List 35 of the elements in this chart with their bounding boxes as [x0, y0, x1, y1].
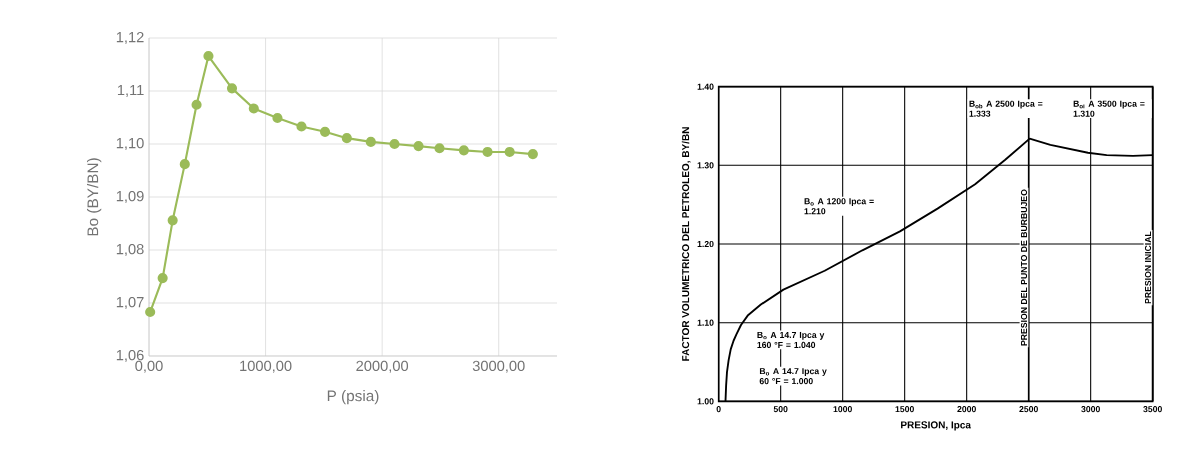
ref-line-label: PRESION INICIAL: [1144, 231, 1152, 304]
y-tick-label: 1,10: [116, 137, 144, 151]
x-tick-label: 3000: [1081, 406, 1100, 413]
annotation: B$_{o}$ A 14.7 Ipca y 60 °F = 1.000: [759, 368, 827, 385]
x-tick-label: 3500: [1143, 406, 1162, 413]
y-tick-label: 1.20: [697, 240, 714, 248]
x-tick-label: 0,00: [135, 360, 163, 373]
x-tick-label: 2500: [1019, 406, 1038, 413]
x-tick-label: 500: [773, 406, 788, 413]
annotation: B$_{o}$ A 14.7 Ipca y 160 °F = 1.040: [757, 331, 825, 348]
y-tick-label: 1,09: [116, 190, 144, 204]
y-tick-label: 1,07: [116, 296, 144, 310]
y-tick-label: 1.10: [697, 319, 714, 326]
x-tick-label: 1000,00: [240, 360, 292, 373]
y-tick-label: 1,11: [117, 85, 144, 97]
y-tick-label: 1.00: [697, 398, 714, 405]
y-tick-label: 1.40: [697, 83, 714, 90]
annotation: B$_{ob}$ A 2500 Ipca = 1.333: [969, 100, 1043, 117]
y-axis-title: FACTOR VOLUMETRICO DEL PETROLEO, BY/BN: [681, 127, 691, 361]
ref-line-label: PRESION DEL PUNTO DE BURBUJEO: [1020, 189, 1028, 346]
y-tick-label: 1,08: [116, 243, 144, 257]
annotation: B$_{oi}$ A 3500 Ipca = 1.310: [1073, 100, 1145, 117]
x-tick-label: 0: [716, 406, 721, 413]
annotation: B$_{o}$ A 1200 Ipca = 1.210: [804, 198, 874, 215]
x-axis-title: P (psia): [327, 389, 379, 405]
y-axis-title: Bo (BY/BN): [86, 158, 102, 236]
y-tick-label: 1.30: [697, 162, 714, 169]
x-axis-title: PRESION, Ipca: [901, 421, 972, 431]
x-tick-label: 1000: [833, 406, 852, 413]
x-tick-label: 3000,00: [472, 360, 525, 373]
y-tick-label: 1,12: [116, 31, 144, 45]
x-tick-label: 1500: [895, 406, 914, 413]
x-tick-label: 2000,00: [356, 360, 409, 373]
y-tick-label: 1,06: [116, 349, 144, 363]
x-tick-label: 2000: [957, 406, 976, 413]
